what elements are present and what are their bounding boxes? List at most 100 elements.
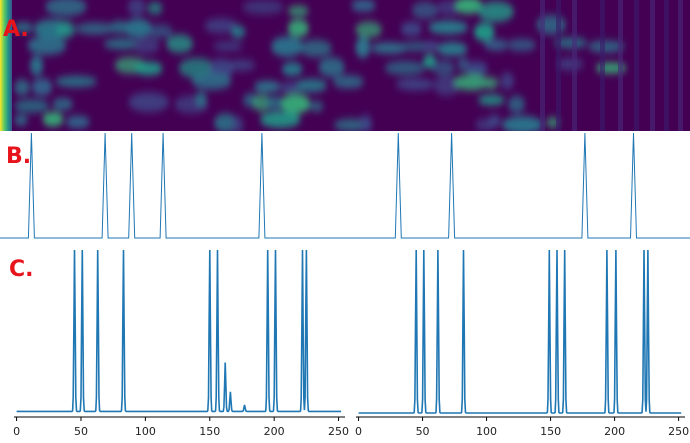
- x-tick-label: 50: [74, 425, 88, 438]
- heatmap-blob: [45, 0, 87, 17]
- x-tick-label: 50: [416, 425, 430, 438]
- heatmap-blob: [318, 57, 345, 77]
- heatmap-blob: [395, 78, 435, 90]
- heatmap-blob: [213, 41, 243, 52]
- heatmap-background: [0, 0, 690, 131]
- heatmap-blob: [483, 77, 499, 89]
- x-tick-label: 250: [668, 425, 689, 438]
- heatmap-blob: [14, 22, 33, 33]
- heatmap-blob: [287, 19, 309, 38]
- heatmap-blob: [433, 75, 460, 96]
- heatmap-blob: [355, 21, 382, 38]
- heatmap-blob: [230, 116, 244, 131]
- panel-b-label: B.: [6, 144, 31, 169]
- panel-a-label: A.: [3, 17, 29, 42]
- heatmap-blob: [124, 18, 153, 38]
- heatmap-blob: [230, 26, 246, 38]
- heatmap-blob: [55, 21, 76, 39]
- heatmap-blob: [500, 72, 514, 90]
- x-tick-label: 150: [540, 425, 561, 438]
- heatmap-blob: [453, 74, 489, 91]
- heatmap-blob: [242, 0, 284, 15]
- heatmap-blob: [554, 37, 588, 49]
- heatmap-blob: [52, 98, 74, 111]
- heatmap-blob: [127, 0, 146, 17]
- heatmap-blob: [359, 115, 373, 131]
- heatmap-blob: [308, 101, 324, 112]
- heatmap-band: [556, 0, 561, 131]
- panel-c-chart: 0 50 100 150 200 250 0 50 100 150 200 250: [13, 249, 689, 438]
- heatmap-blob: [31, 78, 53, 96]
- heatmap-band: [664, 0, 669, 131]
- panel-c-right-x-axis: 0 50 100 150 200 250: [355, 416, 689, 438]
- heatmap-blob: [29, 55, 44, 76]
- heatmap-blob: [473, 22, 495, 42]
- heatmap-blob: [252, 94, 271, 112]
- x-tick-label: 100: [476, 425, 497, 438]
- heatmap-blob: [436, 42, 468, 56]
- heatmap-blob: [147, 2, 163, 15]
- heatmap-blob: [384, 60, 426, 76]
- heatmap-blob: [431, 60, 455, 76]
- heatmap-blob: [146, 24, 173, 38]
- heatmap-blob: [14, 99, 50, 113]
- heatmap-blob: [103, 38, 141, 50]
- heatmap-cells: [14, 0, 683, 131]
- heatmap-blob: [14, 114, 28, 126]
- heatmap-blob: [195, 91, 207, 107]
- panel-c-label: C.: [9, 257, 34, 282]
- panel-c-left-series-line: [16, 249, 342, 413]
- x-tick-label: 0: [13, 425, 20, 438]
- heatmap-blob-group: [14, 0, 627, 131]
- heatmap-blob: [166, 34, 194, 53]
- heatmap-blob: [287, 5, 309, 17]
- panel-c-left-subplot: 0 50 100 150 200 250: [13, 249, 349, 438]
- heatmap-blob: [133, 61, 163, 76]
- heatmap-blob: [400, 22, 422, 36]
- heatmap-band: [540, 0, 545, 131]
- x-tick-label: 0: [355, 425, 362, 438]
- heatmap-blob: [271, 36, 303, 57]
- heatmap-blob: [65, 115, 90, 129]
- panel-c-right-series-line: [358, 249, 682, 414]
- heatmap-blob: [507, 38, 537, 52]
- heatmap-blob: [370, 42, 408, 54]
- heatmap-blob: [465, 61, 488, 76]
- heatmap-blob: [422, 41, 440, 52]
- x-tick-label: 250: [328, 425, 349, 438]
- heatmap-blob: [587, 40, 625, 53]
- heatmap-blob: [27, 35, 67, 55]
- heatmap-blob: [295, 78, 328, 93]
- heatmap-band: [678, 0, 683, 131]
- heatmap-band: [618, 0, 623, 131]
- heatmap-blob: [42, 112, 64, 127]
- heatmap-edge-column: [0, 0, 12, 131]
- heatmap-blob: [477, 95, 505, 105]
- heatmap-blob: [483, 39, 509, 51]
- heatmap-blob: [253, 81, 281, 93]
- heatmap-band: [634, 0, 639, 131]
- heatmap-blob: [280, 93, 311, 114]
- heatmap-blob: [299, 39, 333, 58]
- panel-c-right-subplot: 0 50 100 150 200 250: [355, 249, 689, 438]
- heatmap-band: [572, 0, 577, 131]
- heatmap-blob: [454, 0, 483, 14]
- heatmap-blob: [428, 20, 469, 35]
- heatmap-blob: [128, 92, 170, 112]
- x-tick-label: 200: [604, 425, 625, 438]
- heatmap-blob: [225, 59, 256, 71]
- panel-a-heatmap: [0, 0, 690, 131]
- heatmap-blob: [191, 72, 232, 90]
- x-tick-label: 200: [264, 425, 285, 438]
- heatmap-blob: [351, 0, 376, 12]
- heatmap-blob: [55, 75, 98, 88]
- heatmap-blob: [133, 37, 160, 54]
- heatmap-blob: [281, 62, 303, 76]
- heatmap-blob: [75, 22, 115, 35]
- heatmap-band: [650, 0, 655, 131]
- panel-b-series-line: [0, 132, 690, 239]
- panel-b-chart: [0, 132, 690, 239]
- x-tick-label: 100: [135, 425, 156, 438]
- heatmap-blob: [259, 111, 301, 128]
